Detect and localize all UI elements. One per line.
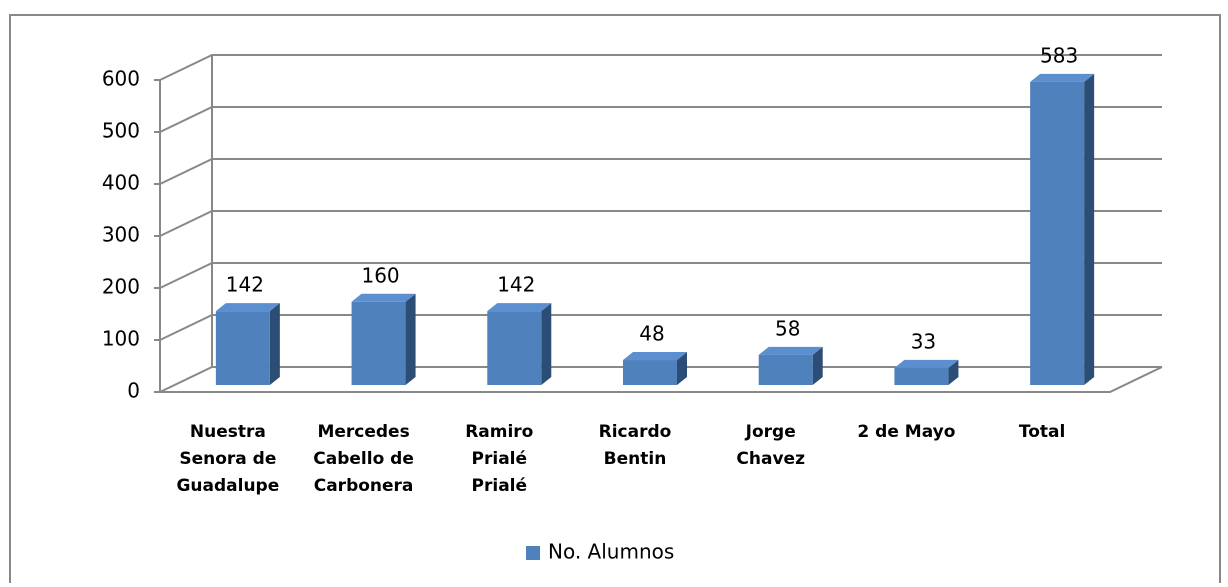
bar-top [215,303,280,312]
y-tick-label: 500 [102,119,140,143]
value-label: 160 [361,263,399,287]
x-tick-line: Guadalupe [176,476,279,496]
x-tick-line: 2 de Mayo [857,422,955,442]
x-tick-label: Nuestra Senora de Guadalupe [176,422,279,496]
grid-line [159,262,1162,289]
value-label: 48 [639,322,664,346]
grid-line [159,314,1162,341]
value-label: 58 [775,316,800,340]
bar-front [1030,81,1085,385]
bar-side [812,346,823,385]
x-tick-line: Cabello de [313,449,414,469]
bar-top [894,359,959,368]
legend-label: No. Alumnos [548,540,674,564]
bar-side [405,293,416,385]
bar-side [269,303,280,385]
bar [487,303,552,385]
x-tick-line: Total [1019,422,1065,442]
x-tick-label: 2 de Mayo [857,422,955,442]
bar-top [1030,73,1095,82]
bar [1030,73,1095,385]
x-tick-label: Total [1019,422,1065,442]
x-tick-line: Carbonera [314,476,414,496]
y-tick-label: 400 [102,171,140,195]
value-label: 583 [1040,43,1078,67]
y-tick-label: 300 [102,223,140,247]
x-tick-line: Mercedes [317,422,409,442]
bar-side [541,303,552,385]
x-tick-line: Nuestra [190,422,266,442]
x-tick-line: Ricardo [599,422,672,442]
bar [623,352,687,385]
bar-side [948,359,959,385]
grid-line [159,158,1162,185]
bar [215,303,280,385]
bar-front [758,354,813,385]
x-tick-label: Ricardo Bentin [599,422,672,469]
y-tick-label: 600 [102,67,140,91]
bar-front [894,367,949,385]
x-tick-label: Ramiro Prialé Prialé [465,422,533,496]
x-tick-line: Ramiro [465,422,533,442]
x-tick-line: Prialé [472,449,528,469]
y-tick-label: 0 [127,379,140,403]
bar-top [351,293,416,302]
value-label: 142 [497,273,535,297]
bar-top [758,346,823,355]
x-tick-line: Prialé [472,476,528,496]
y-tick-label: 100 [102,327,140,351]
bar-side [1084,73,1095,385]
bar [894,359,959,385]
grid-line [159,106,1162,133]
bar-top [487,303,552,312]
x-tick-line: Jorge [745,422,796,442]
x-tick-label: Jorge Chavez [736,422,805,469]
floor [160,366,1163,393]
x-tick-label: Mercedes Cabello de Carbonera [313,422,414,496]
x-tick-line: Bentin [604,449,667,469]
bar [351,293,416,385]
legend-swatch [526,546,540,560]
x-tick-line: Chavez [736,449,805,469]
bar-front [487,311,542,385]
grid-line [159,210,1162,237]
bar-front [351,301,406,385]
bar-front [215,311,270,385]
bar-side [677,352,687,385]
y-tick-label: 200 [102,275,140,299]
value-label: 33 [911,329,936,353]
grid-line [159,366,1162,393]
value-label: 142 [226,273,264,297]
bar-top [623,352,687,361]
bar-front [623,360,677,385]
bar [758,346,823,385]
grid-line [159,54,1162,81]
x-tick-line: Senora de [179,449,276,469]
